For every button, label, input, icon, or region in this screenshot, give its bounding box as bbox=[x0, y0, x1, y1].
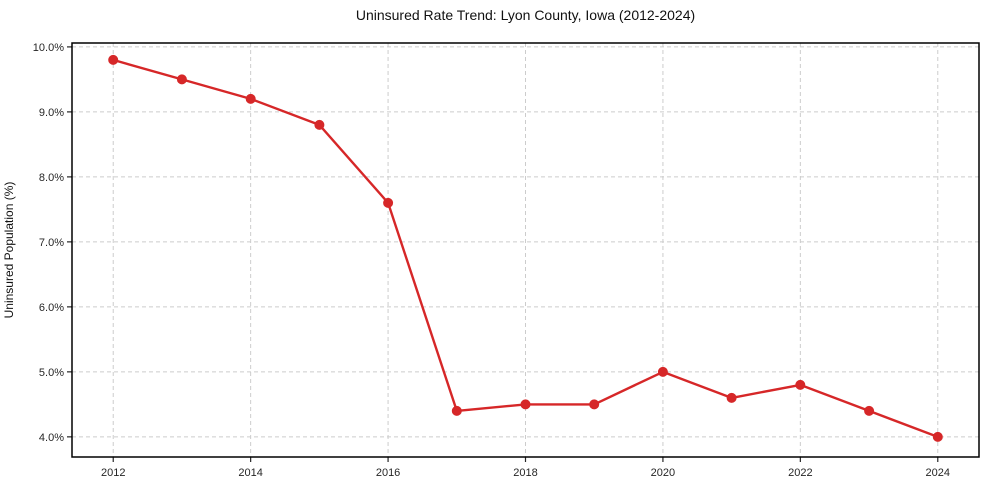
y-axis-label: Uninsured Population (%) bbox=[2, 182, 16, 319]
data-point bbox=[520, 399, 531, 410]
data-point bbox=[176, 74, 187, 85]
x-tick-label: 2016 bbox=[376, 467, 400, 479]
data-point bbox=[589, 399, 600, 410]
x-tick-label: 2024 bbox=[926, 467, 950, 479]
y-tick-label: 10.0% bbox=[33, 42, 64, 54]
y-tick-label: 5.0% bbox=[39, 367, 64, 379]
data-point bbox=[108, 54, 119, 65]
y-tick-label: 4.0% bbox=[39, 432, 64, 444]
y-tick-label: 9.0% bbox=[39, 107, 64, 119]
data-point bbox=[314, 119, 325, 130]
data-point bbox=[451, 405, 462, 416]
y-tick-label: 8.0% bbox=[39, 172, 64, 184]
data-point bbox=[795, 379, 806, 390]
x-tick-label: 2014 bbox=[238, 467, 262, 479]
y-tick-label: 6.0% bbox=[39, 302, 64, 314]
data-point bbox=[864, 405, 875, 416]
x-tick-label: 2012 bbox=[101, 467, 125, 479]
data-point bbox=[932, 431, 943, 442]
data-point bbox=[383, 197, 394, 208]
axes: 4.0% 5.0% 6.0% 7.0% 8.0% 9.0% 10.0% 2012 2014 201… bbox=[33, 42, 980, 479]
data-point bbox=[245, 93, 256, 104]
data-point bbox=[726, 392, 737, 403]
x-tick-label: 2020 bbox=[651, 467, 675, 479]
plot-border bbox=[71, 42, 980, 458]
chart-title: Uninsured Rate Trend: Lyon County, Iowa … bbox=[356, 7, 695, 23]
gridlines bbox=[72, 43, 979, 457]
x-tick-label: 2018 bbox=[513, 467, 537, 479]
data-point bbox=[657, 366, 668, 377]
y-tick-label: 7.0% bbox=[39, 237, 64, 249]
data-series bbox=[108, 54, 943, 442]
x-tick-label: 2022 bbox=[788, 467, 812, 479]
